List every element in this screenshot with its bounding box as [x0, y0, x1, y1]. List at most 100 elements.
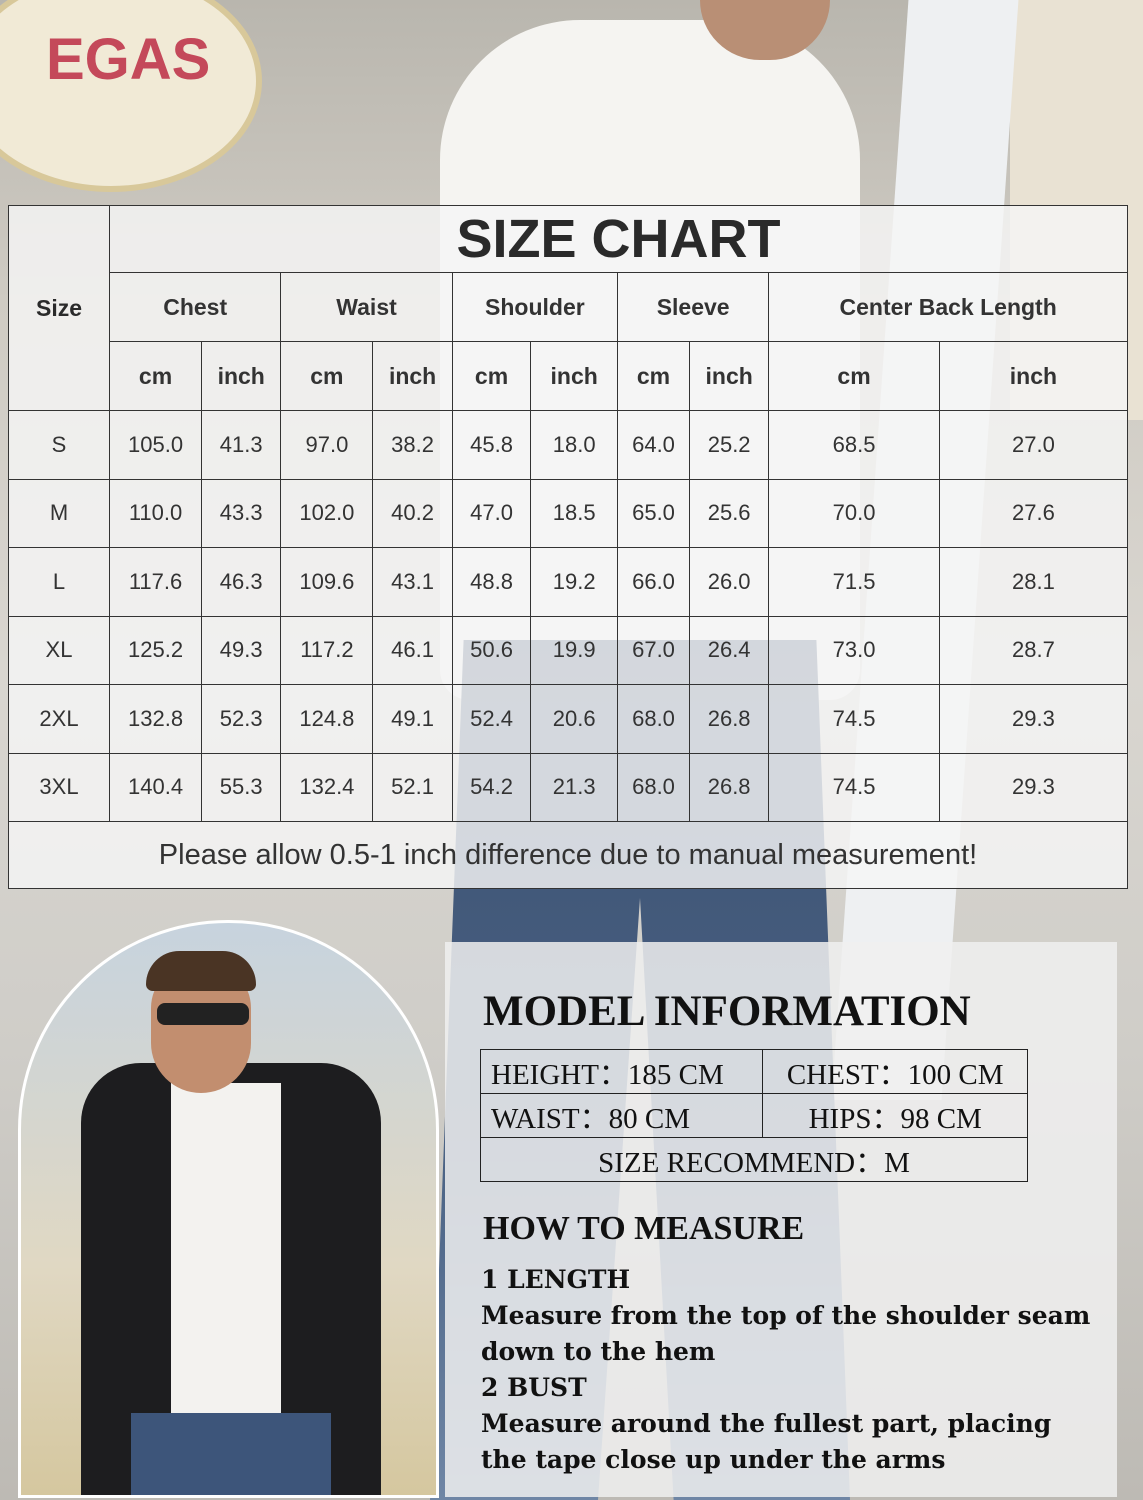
header-shoulder: Shoulder	[451, 272, 619, 342]
table-cell: 41.3	[201, 410, 282, 480]
model-waist: WAIST：80 CM	[479, 1093, 764, 1138]
table-cell: 71.5	[768, 547, 940, 617]
how-to-measure-title: HOW TO MEASURE	[483, 1210, 805, 1247]
table-cell: 27.0	[938, 410, 1129, 480]
table-cell: 132.8	[108, 684, 203, 754]
measurement-note: Please allow 0.5-1 inch difference due t…	[8, 821, 1128, 889]
table-cell: 74.5	[768, 684, 940, 754]
size-label: M	[8, 478, 110, 548]
sunglasses	[157, 1003, 249, 1025]
table-cell: 68.0	[617, 684, 690, 754]
unit-inch: inch	[688, 341, 770, 411]
table-cell: 65.0	[617, 478, 690, 548]
table-cell: 52.1	[372, 752, 453, 822]
table-cell: 105.0	[108, 410, 203, 480]
table-cell: 49.3	[201, 615, 282, 685]
model-chest: CHEST：100 CM	[762, 1049, 1028, 1094]
model-hair	[146, 951, 256, 991]
table-row: 2XL 132.8 52.3 124.8 49.1 52.4 20.6 68.0 26.8 74.…	[8, 684, 1129, 754]
table-cell: 74.5	[768, 752, 940, 822]
table-cell: 26.8	[688, 752, 770, 822]
table-cell: 27.6	[938, 478, 1129, 548]
table-cell: 25.2	[688, 410, 770, 480]
table-cell: 64.0	[617, 410, 690, 480]
table-cell: 26.0	[688, 547, 770, 617]
background-vegas-sign: EGAS	[0, 0, 262, 192]
unit-cm: cm	[108, 341, 203, 411]
model-hips: HIPS：98 CM	[762, 1093, 1028, 1138]
unit-cm: cm	[451, 341, 532, 411]
table-cell: 43.3	[201, 478, 282, 548]
table-cell: 46.3	[201, 547, 282, 617]
size-header: Size	[8, 205, 110, 411]
unit-inch: inch	[938, 341, 1129, 411]
measure-length-heading: 1 LENGTH	[481, 1265, 631, 1294]
table-cell: 97.0	[280, 410, 374, 480]
table-cell: 28.7	[938, 615, 1129, 685]
table-cell: 68.0	[617, 752, 690, 822]
table-cell: 20.6	[530, 684, 619, 754]
table-cell: 21.3	[530, 752, 619, 822]
size-label: 3XL	[8, 752, 110, 822]
table-cell: 132.4	[280, 752, 374, 822]
table-cell: 18.5	[530, 478, 619, 548]
unit-cm: cm	[617, 341, 690, 411]
table-cell: 52.4	[451, 684, 532, 754]
table-cell: 28.1	[938, 547, 1129, 617]
table-row: 3XL 140.4 55.3 132.4 52.1 54.2 21.3 68.0 26.8 74.…	[8, 752, 1129, 822]
table-cell: 25.6	[688, 478, 770, 548]
table-cell: 49.1	[372, 684, 453, 754]
table-cell: 55.3	[201, 752, 282, 822]
size-label: L	[8, 547, 110, 617]
table-row: S 105.0 41.3 97.0 38.2 45.8 18.0 64.0 25.2 68.5 27…	[8, 410, 1129, 480]
size-chart-table: Size SIZE CHART Chest Waist Shoulder Sleeve…	[8, 205, 1129, 889]
model-jeans	[131, 1413, 331, 1495]
table-cell: 124.8	[280, 684, 374, 754]
table-cell: 117.2	[280, 615, 374, 685]
table-cell: 40.2	[372, 478, 453, 548]
size-label: 2XL	[8, 684, 110, 754]
table-row: XL 125.2 49.3 117.2 46.1 50.6 19.9 67.0 26.4 73.0…	[8, 615, 1129, 685]
model-photo	[18, 920, 439, 1498]
header-sleeve: Sleeve	[617, 272, 770, 342]
table-cell: 54.2	[451, 752, 532, 822]
table-cell: 29.3	[938, 752, 1129, 822]
table-cell: 45.8	[451, 410, 532, 480]
table-cell: 43.1	[372, 547, 453, 617]
measure-bust-text: Measure around the fullest part, placing…	[481, 1409, 1052, 1474]
table-cell: 48.8	[451, 547, 532, 617]
table-cell: 19.9	[530, 615, 619, 685]
header-center-back-length: Center Back Length	[768, 272, 1128, 342]
table-cell: 46.1	[372, 615, 453, 685]
table-cell: 29.3	[938, 684, 1129, 754]
table-cell: 68.5	[768, 410, 940, 480]
table-cell: 110.0	[108, 478, 203, 548]
model-info-panel: MODEL INFORMATION HEIGHT：185 CM CHEST：10…	[445, 942, 1117, 1497]
header-chest: Chest	[108, 272, 282, 342]
table-cell: 67.0	[617, 615, 690, 685]
sign-text: EGAS	[46, 27, 211, 92]
model-info-title: MODEL INFORMATION	[483, 988, 971, 1035]
table-cell: 70.0	[768, 478, 940, 548]
size-recommend: SIZE RECOMMEND：M	[480, 1137, 1028, 1182]
unit-inch: inch	[201, 341, 282, 411]
table-cell: 18.0	[530, 410, 619, 480]
table-cell: 19.2	[530, 547, 619, 617]
model-info-table: HEIGHT：185 CM CHEST：100 CM WAIST：80 CM H…	[479, 1049, 1028, 1182]
measure-bust-heading: 2 BUST	[481, 1373, 587, 1402]
table-cell: 52.3	[201, 684, 282, 754]
table-cell: 125.2	[108, 615, 203, 685]
table-row: L 117.6 46.3 109.6 43.1 48.8 19.2 66.0 26.0 71.5 2…	[8, 547, 1129, 617]
model-height: HEIGHT：185 CM	[479, 1049, 764, 1094]
size-label: S	[8, 410, 110, 480]
table-cell: 102.0	[280, 478, 374, 548]
size-label: XL	[8, 615, 110, 685]
measure-length-text: Measure from the top of the shoulder sea…	[481, 1301, 1091, 1366]
table-cell: 38.2	[372, 410, 453, 480]
table-cell: 26.8	[688, 684, 770, 754]
henley-shirt	[171, 1083, 281, 1413]
table-cell: 117.6	[108, 547, 203, 617]
unit-inch: inch	[530, 341, 619, 411]
table-cell: 66.0	[617, 547, 690, 617]
header-waist: Waist	[280, 272, 453, 342]
